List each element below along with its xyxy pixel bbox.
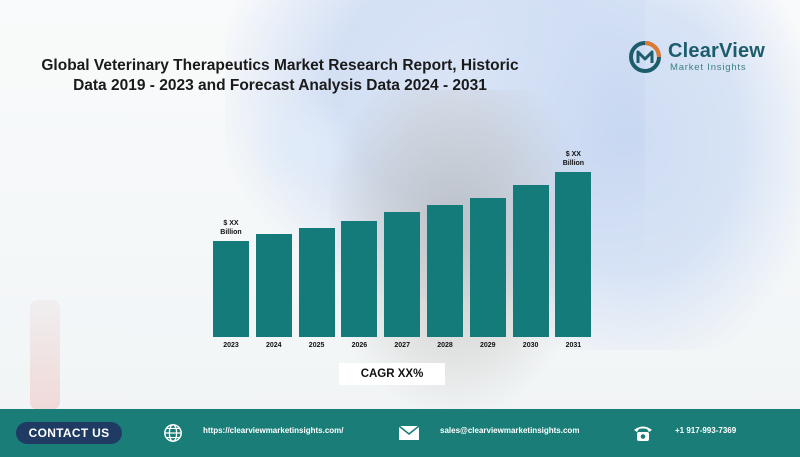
bar-2030 [512,184,549,337]
bar-chart: 2023 $ XX Billion 2024 2025 2026 2027 2028 2029 2… [200,140,600,360]
email-link[interactable]: sales@clearviewmarketinsights.com [440,426,580,435]
x-tick-label-2024: 2024 [266,342,282,349]
footer-bar: CONTACT US https://clearviewmarketinsigh… [0,409,800,457]
website-link[interactable]: https://clearviewmarketinsights.com/ [203,426,344,435]
data-label-2031: $ XX Billion [553,150,593,168]
bar-2027 [384,212,421,337]
logo-name: ClearView [668,40,766,62]
data-label-unit: Billion [562,160,585,168]
data-label-2023: $ XX Billion [211,219,251,237]
data-label-unit: Billion [220,229,242,237]
contact-us-button[interactable]: CONTACT US [16,422,122,444]
x-tick-label-2023: 2023 [223,342,239,349]
company-logo: ClearView Market Insights [628,40,788,76]
phone-number[interactable]: +1 917-993-7369 [675,426,737,435]
report-title-line1: Global Veterinary Therapeutics Market Re… [41,57,519,74]
data-label-value: $ XX [223,220,239,228]
x-tick-label-2026: 2026 [351,342,368,349]
x-tick-label-2027: 2027 [394,342,410,349]
bar-2029 [469,198,506,337]
x-tick-label-2031: 2031 [565,342,582,349]
logo-mark-icon [629,41,661,73]
x-tick-label-2029: 2029 [480,342,496,349]
cagr-label: CAGR XX% [339,363,445,385]
globe-icon [164,424,182,442]
x-tick-label-2030: 2030 [522,342,539,349]
bar-2023 [213,241,249,337]
data-label-value: $ XX [565,151,581,159]
mail-icon [398,425,420,440]
x-tick-label-2025: 2025 [308,342,325,349]
bar-2028 [427,205,463,337]
x-tick-label-2028: 2028 [437,342,453,349]
report-title-line2: Data 2019 - 2023 and Forecast Analysis D… [73,77,487,94]
bar-2025 [298,227,335,337]
vial-shape [30,300,60,410]
report-title: Global Veterinary Therapeutics Market Re… [10,56,550,96]
phone-icon [634,426,652,441]
logo-subtitle: Market Insights [670,62,747,73]
bar-2024 [255,234,292,337]
bar-2031 [555,172,592,337]
bar-2026 [341,220,378,337]
